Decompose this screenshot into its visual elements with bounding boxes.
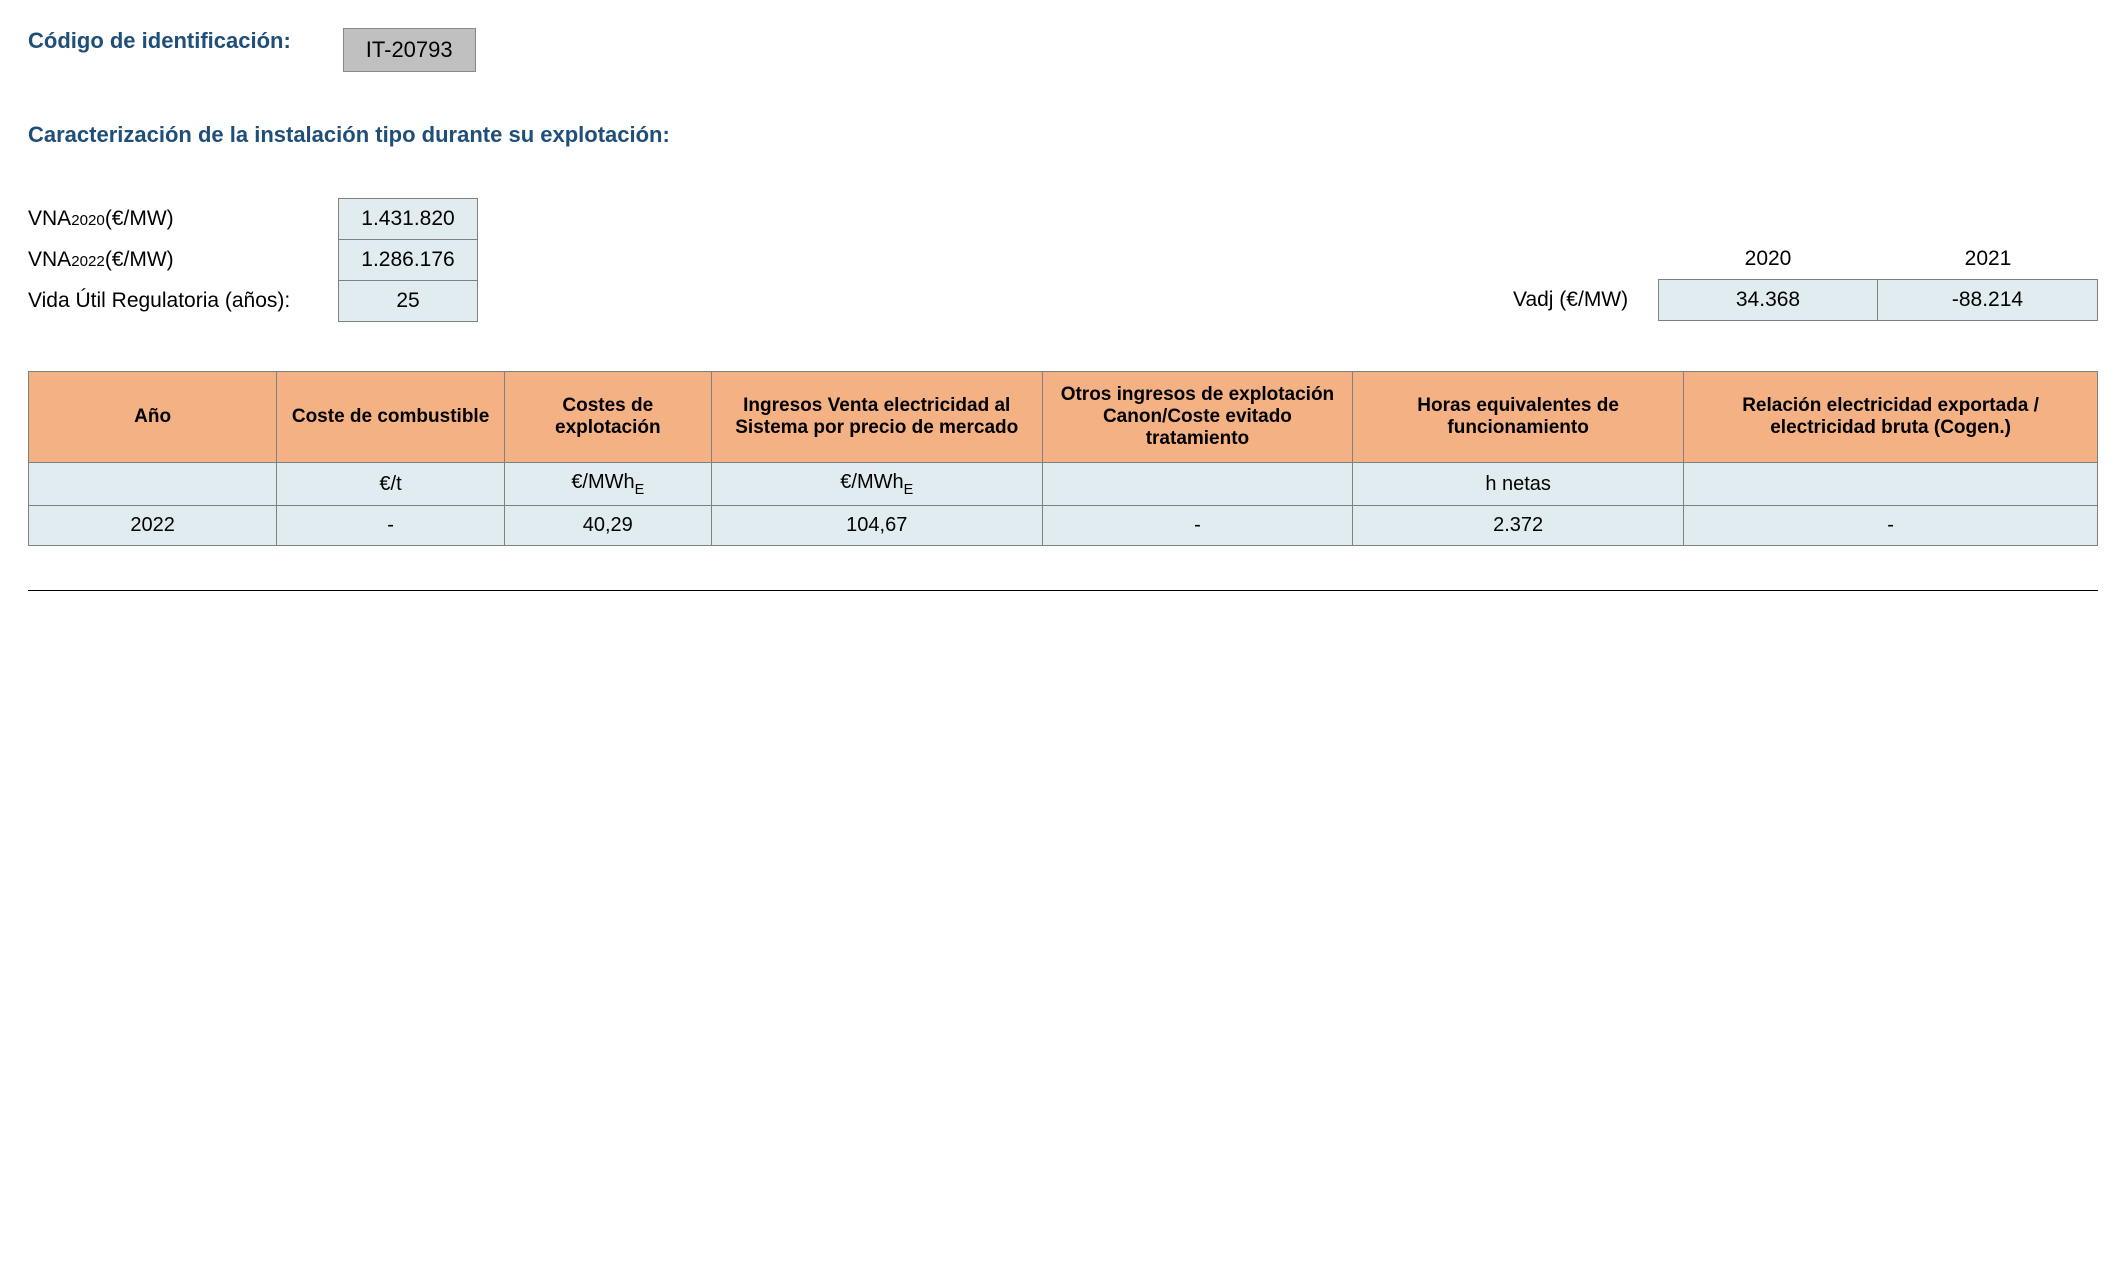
th-ano: Año (29, 372, 277, 463)
table-units-row: €/t €/MWhE €/MWhE h netas (29, 463, 2098, 506)
id-row: Código de identificación: IT-20793 (28, 28, 2098, 72)
params-area: VNA2020 (€/MW) 1.431.820 VNA2022 (€/MW) … (28, 198, 2098, 321)
th-relacion: Relación electricidad exportada / electr… (1684, 372, 2098, 463)
vida-value: 25 (338, 280, 478, 322)
th-otros: Otros ingresos de explotación Canon/Cost… (1042, 372, 1352, 463)
table-header-row: Año Coste de combustible Costes de explo… (29, 372, 2098, 463)
table-row: 2022 - 40,29 104,67 - 2.372 - (29, 506, 2098, 546)
left-params: VNA2020 (€/MW) 1.431.820 VNA2022 (€/MW) … (28, 198, 478, 321)
id-value-box: IT-20793 (343, 28, 476, 72)
u-expl-sub: E (635, 482, 645, 498)
u-otros (1042, 463, 1352, 506)
vna2020-pre: VNA (28, 207, 71, 231)
u-combustible: €/t (277, 463, 505, 506)
bottom-rule (28, 590, 2098, 591)
vna2022-label: VNA2022 (€/MW) (28, 238, 338, 281)
vna2020-post: (€/MW) (105, 207, 174, 231)
th-horas: Horas equivalentes de funcionamiento (1353, 372, 1684, 463)
vadj-block: 2020 2021 Vadj (€/MW) 34.368 -88.214 (1513, 239, 2098, 321)
r-otros: - (1042, 506, 1352, 546)
vadj-label: Vadj (€/MW) (1513, 280, 1658, 320)
vna2022-value: 1.286.176 (338, 239, 478, 281)
u-expl-pre: €/MWh (571, 471, 634, 493)
section-title: Caracterización de la instalación tipo d… (28, 122, 2098, 148)
u-relacion (1684, 463, 2098, 506)
r-combustible: - (277, 506, 505, 546)
th-explotacion: Costes de explotación (504, 372, 711, 463)
vadj-value-0: 34.368 (1658, 279, 1878, 321)
r-relacion: - (1684, 506, 2098, 546)
vida-label: Vida Útil Regulatoria (años): (28, 279, 338, 322)
u-ing-pre: €/MWh (840, 471, 903, 493)
u-ingresos: €/MWhE (711, 463, 1042, 506)
vna2020-sub: 2020 (71, 212, 105, 229)
th-ingresos: Ingresos Venta electricidad al Sistema p… (711, 372, 1042, 463)
r-explotacion: 40,29 (504, 506, 711, 546)
vadj-value-1: -88.214 (1877, 279, 2098, 321)
u-explotacion: €/MWhE (504, 463, 711, 506)
id-label: Código de identificación: (28, 28, 291, 54)
vadj-year-0: 2020 (1658, 239, 1878, 279)
r-ano: 2022 (29, 506, 277, 546)
vadj-year-1: 2021 (1878, 239, 2098, 279)
u-ing-sub: E (904, 482, 914, 498)
vna2020-label: VNA2020 (€/MW) (28, 198, 338, 240)
vna2022-sub: 2022 (71, 253, 105, 270)
u-horas: h netas (1353, 463, 1684, 506)
vna2020-value: 1.431.820 (338, 198, 478, 240)
vna2022-post: (€/MW) (105, 248, 174, 272)
r-ingresos: 104,67 (711, 506, 1042, 546)
u-ano (29, 463, 277, 506)
r-horas: 2.372 (1353, 506, 1684, 546)
vna2022-pre: VNA (28, 248, 71, 272)
th-combustible: Coste de combustible (277, 372, 505, 463)
data-table: Año Coste de combustible Costes de explo… (28, 371, 2098, 546)
